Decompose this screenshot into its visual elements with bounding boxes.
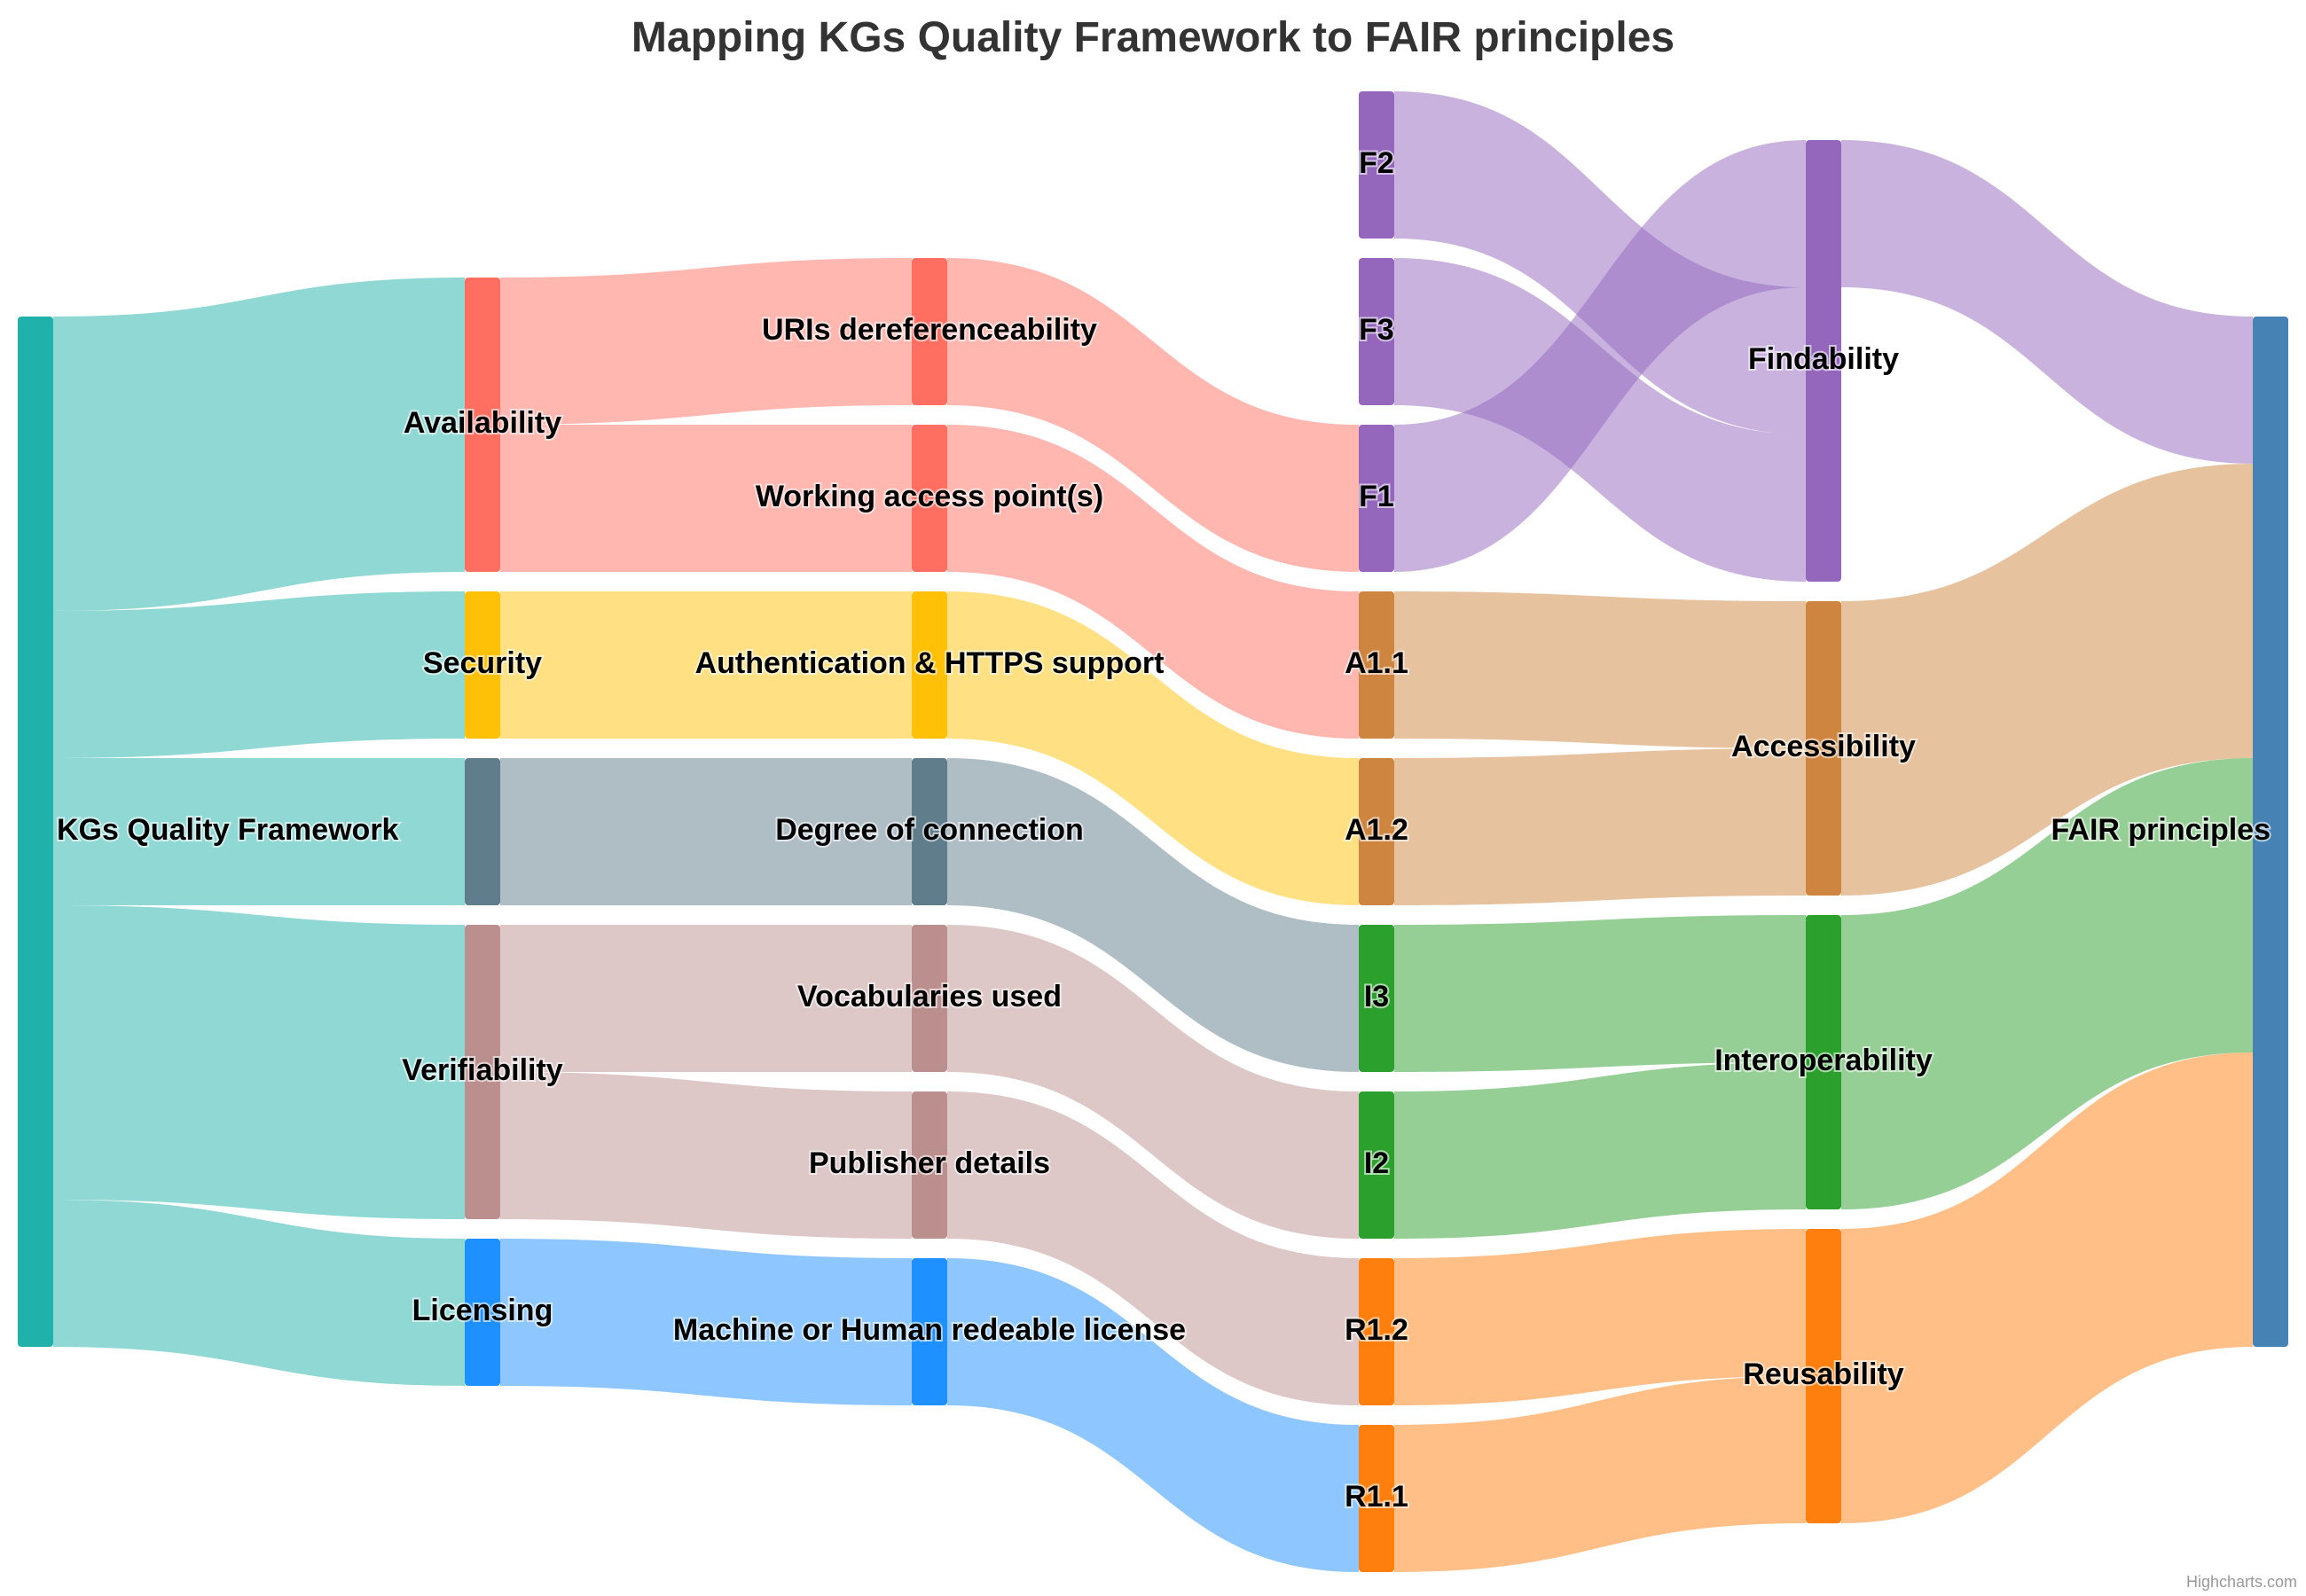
link <box>1394 1376 1806 1572</box>
node-label: Accessibility <box>1731 730 1916 763</box>
node <box>1359 1258 1394 1405</box>
node <box>1806 1229 1841 1523</box>
link <box>947 1258 1359 1572</box>
link <box>1394 258 1806 582</box>
node-label: KGs Quality Framework <box>57 813 399 847</box>
node-label: R1.1 <box>1345 1480 1408 1514</box>
link <box>500 1239 912 1405</box>
node-label: Machine or Human redeable license <box>673 1313 1186 1347</box>
node <box>465 591 500 739</box>
link <box>947 591 1359 905</box>
node-label: Working access point(s) <box>756 480 1103 513</box>
node-label: Publisher details <box>809 1146 1050 1180</box>
link <box>500 425 912 572</box>
node-label: FAIR principles <box>2051 813 2271 847</box>
node-label: Availability <box>404 406 561 440</box>
node <box>18 317 53 1347</box>
node-label: I2 <box>1364 1146 1389 1180</box>
link <box>500 591 912 739</box>
node <box>465 925 500 1219</box>
link <box>1394 1229 1806 1405</box>
node-label: F2 <box>1359 146 1394 180</box>
link <box>1841 140 2253 464</box>
node-label: Licensing <box>412 1294 553 1327</box>
node <box>912 258 947 405</box>
node <box>1806 915 1841 1209</box>
link <box>1394 591 1806 748</box>
node-label: I3 <box>1364 980 1389 1013</box>
node-label: Authentication & HTTPS support <box>695 646 1165 680</box>
node <box>1359 1091 1394 1239</box>
node <box>912 758 947 905</box>
node-label: URIs dereferenceability <box>762 313 1097 347</box>
node-label: Reusability <box>1743 1357 1903 1391</box>
link <box>1841 1052 2253 1523</box>
link <box>947 1091 1359 1405</box>
node <box>1359 91 1394 239</box>
nodes <box>18 91 2288 1572</box>
node-label: Verifiability <box>402 1053 562 1087</box>
node-label: F3 <box>1359 313 1394 347</box>
node <box>1359 1425 1394 1572</box>
link <box>53 1200 465 1386</box>
node <box>465 758 500 905</box>
node-label: Degree of connection <box>775 813 1084 847</box>
links <box>53 91 2253 1572</box>
link <box>500 758 912 905</box>
node <box>1806 140 1841 582</box>
node-label: Vocabularies used <box>797 980 1062 1013</box>
node <box>1359 425 1394 572</box>
node <box>912 925 947 1072</box>
node-label: F1 <box>1359 480 1394 513</box>
link <box>500 925 912 1072</box>
node <box>1359 758 1394 905</box>
node <box>1359 591 1394 739</box>
link <box>500 1072 912 1239</box>
node <box>2253 317 2288 1347</box>
link <box>947 925 1359 1239</box>
link <box>1394 915 1806 1072</box>
labels: KGs Quality Framework Availability Securit… <box>55 145 2272 1515</box>
node <box>1359 258 1394 405</box>
link <box>1841 758 2253 1209</box>
node <box>1359 925 1394 1072</box>
node-label: A1.1 <box>1345 646 1408 680</box>
node-label: Security <box>423 646 542 680</box>
node <box>1806 601 1841 896</box>
node-label: R1.2 <box>1345 1313 1408 1347</box>
link <box>947 758 1359 1072</box>
link <box>53 278 465 611</box>
link <box>1841 464 2253 896</box>
node <box>465 1239 500 1386</box>
node <box>465 278 500 572</box>
link <box>1394 91 1806 434</box>
link <box>1394 1062 1806 1239</box>
link <box>53 905 465 1219</box>
node <box>912 425 947 572</box>
chart-title: Mapping KGs Quality Framework to FAIR pr… <box>631 14 1675 61</box>
link <box>500 258 912 425</box>
node <box>912 1091 947 1239</box>
link <box>53 758 465 905</box>
link <box>947 425 1359 739</box>
link <box>53 591 465 758</box>
node-label: Interoperability <box>1714 1044 1933 1077</box>
node-label: Findability <box>1748 342 1899 376</box>
node <box>912 591 947 739</box>
link <box>1394 748 1806 905</box>
credits[interactable]: Highcharts.com <box>2186 1573 2297 1591</box>
link <box>947 258 1359 572</box>
node <box>912 1258 947 1405</box>
node-label: A1.2 <box>1345 813 1408 847</box>
